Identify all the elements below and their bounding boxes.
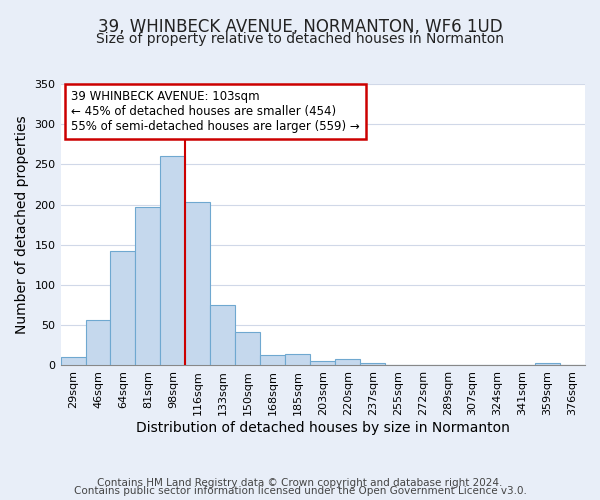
Bar xyxy=(86,320,110,366)
Bar xyxy=(260,355,286,366)
Bar xyxy=(136,207,160,366)
Text: Size of property relative to detached houses in Normanton: Size of property relative to detached ho… xyxy=(96,32,504,46)
Bar xyxy=(235,332,260,366)
Bar xyxy=(61,358,86,366)
Bar xyxy=(310,362,335,366)
Bar xyxy=(211,305,235,366)
Text: 39, WHINBECK AVENUE, NORMANTON, WF6 1UD: 39, WHINBECK AVENUE, NORMANTON, WF6 1UD xyxy=(98,18,502,36)
Bar xyxy=(286,354,310,366)
Text: Contains public sector information licensed under the Open Government Licence v3: Contains public sector information licen… xyxy=(74,486,526,496)
Bar xyxy=(535,363,560,366)
Bar xyxy=(360,363,385,366)
Bar xyxy=(335,359,360,366)
Bar xyxy=(185,202,211,366)
X-axis label: Distribution of detached houses by size in Normanton: Distribution of detached houses by size … xyxy=(136,421,510,435)
Bar xyxy=(160,156,185,366)
Y-axis label: Number of detached properties: Number of detached properties xyxy=(15,116,29,334)
Text: 39 WHINBECK AVENUE: 103sqm
← 45% of detached houses are smaller (454)
55% of sem: 39 WHINBECK AVENUE: 103sqm ← 45% of deta… xyxy=(71,90,360,132)
Bar xyxy=(110,252,136,366)
Text: Contains HM Land Registry data © Crown copyright and database right 2024.: Contains HM Land Registry data © Crown c… xyxy=(97,478,503,488)
